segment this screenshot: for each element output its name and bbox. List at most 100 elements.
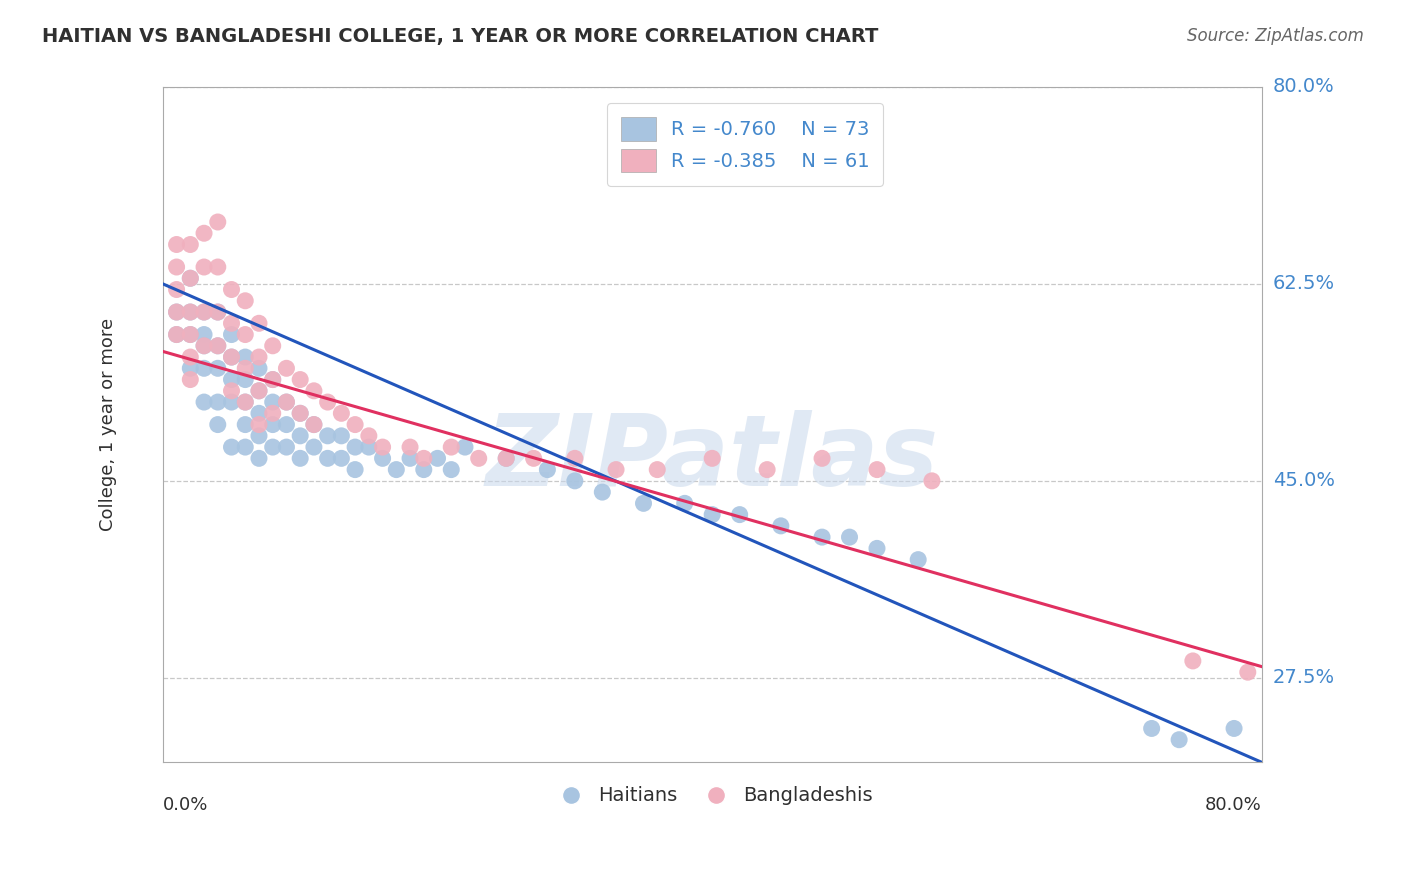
Point	[316, 451, 339, 466]
Point	[233, 293, 256, 308]
Point	[221, 316, 243, 330]
Point	[467, 451, 489, 466]
Point	[288, 406, 311, 420]
Point	[838, 530, 860, 544]
Point	[276, 361, 298, 376]
Point	[221, 283, 243, 297]
Point	[233, 395, 256, 409]
Point	[193, 327, 215, 342]
Text: HAITIAN VS BANGLADESHI COLLEGE, 1 YEAR OR MORE CORRELATION CHART: HAITIAN VS BANGLADESHI COLLEGE, 1 YEAR O…	[42, 27, 879, 45]
Point	[385, 462, 408, 476]
Point	[523, 451, 546, 466]
Point	[302, 417, 325, 432]
Point	[276, 395, 298, 409]
Text: ZIPatlas: ZIPatlas	[485, 409, 939, 507]
Point	[495, 451, 517, 466]
Text: 0.0%: 0.0%	[163, 796, 208, 814]
Point	[866, 541, 889, 556]
Point	[288, 373, 311, 387]
Point	[207, 215, 229, 229]
Point	[702, 508, 724, 522]
Point	[233, 361, 256, 376]
Point	[262, 395, 284, 409]
Point	[921, 474, 943, 488]
Point	[426, 451, 449, 466]
Point	[288, 406, 311, 420]
Point	[728, 508, 751, 522]
Point	[316, 429, 339, 443]
Point	[344, 417, 367, 432]
Point	[399, 451, 422, 466]
Point	[440, 462, 463, 476]
Point	[645, 462, 668, 476]
Point	[166, 305, 188, 319]
Point	[247, 384, 270, 398]
Point	[811, 451, 834, 466]
Point	[193, 339, 215, 353]
Point	[371, 451, 394, 466]
Point	[262, 339, 284, 353]
Point	[207, 305, 229, 319]
Point	[233, 373, 256, 387]
Point	[262, 417, 284, 432]
Point	[179, 327, 201, 342]
Point	[221, 350, 243, 364]
Point	[193, 395, 215, 409]
Point	[371, 440, 394, 454]
Point	[288, 429, 311, 443]
Point	[166, 237, 188, 252]
Point	[440, 440, 463, 454]
Point	[262, 406, 284, 420]
Point	[357, 440, 380, 454]
Point	[591, 485, 613, 500]
Text: 27.5%: 27.5%	[1272, 668, 1334, 688]
Text: 45.0%: 45.0%	[1272, 471, 1334, 491]
Point	[330, 429, 353, 443]
Point	[207, 417, 229, 432]
Text: College, 1 year or more: College, 1 year or more	[98, 318, 117, 531]
Point	[221, 373, 243, 387]
Point	[866, 462, 889, 476]
Point	[179, 350, 201, 364]
Point	[179, 327, 201, 342]
Point	[166, 327, 188, 342]
Point	[756, 462, 779, 476]
Point	[247, 406, 270, 420]
Point	[1223, 722, 1246, 736]
Point	[166, 305, 188, 319]
Text: 62.5%: 62.5%	[1272, 275, 1334, 293]
Point	[262, 373, 284, 387]
Point	[193, 305, 215, 319]
Point	[454, 440, 477, 454]
Point	[769, 519, 792, 533]
Point	[811, 530, 834, 544]
Point	[207, 395, 229, 409]
Point	[166, 283, 188, 297]
Point	[330, 451, 353, 466]
Point	[412, 451, 434, 466]
Point	[179, 305, 201, 319]
Point	[221, 395, 243, 409]
Point	[564, 474, 586, 488]
Point	[633, 496, 655, 510]
Point	[193, 260, 215, 274]
Legend: Haitians, Bangladeshis: Haitians, Bangladeshis	[544, 779, 880, 814]
Point	[357, 429, 380, 443]
Point	[564, 451, 586, 466]
Point	[233, 417, 256, 432]
Point	[1181, 654, 1204, 668]
Point	[1168, 732, 1191, 747]
Point	[344, 440, 367, 454]
Point	[702, 451, 724, 466]
Point	[536, 462, 558, 476]
Point	[207, 260, 229, 274]
Point	[1140, 722, 1163, 736]
Point	[166, 327, 188, 342]
Point	[399, 440, 422, 454]
Point	[302, 417, 325, 432]
Point	[302, 384, 325, 398]
Point	[166, 260, 188, 274]
Point	[221, 384, 243, 398]
Point	[605, 462, 627, 476]
Point	[193, 226, 215, 240]
